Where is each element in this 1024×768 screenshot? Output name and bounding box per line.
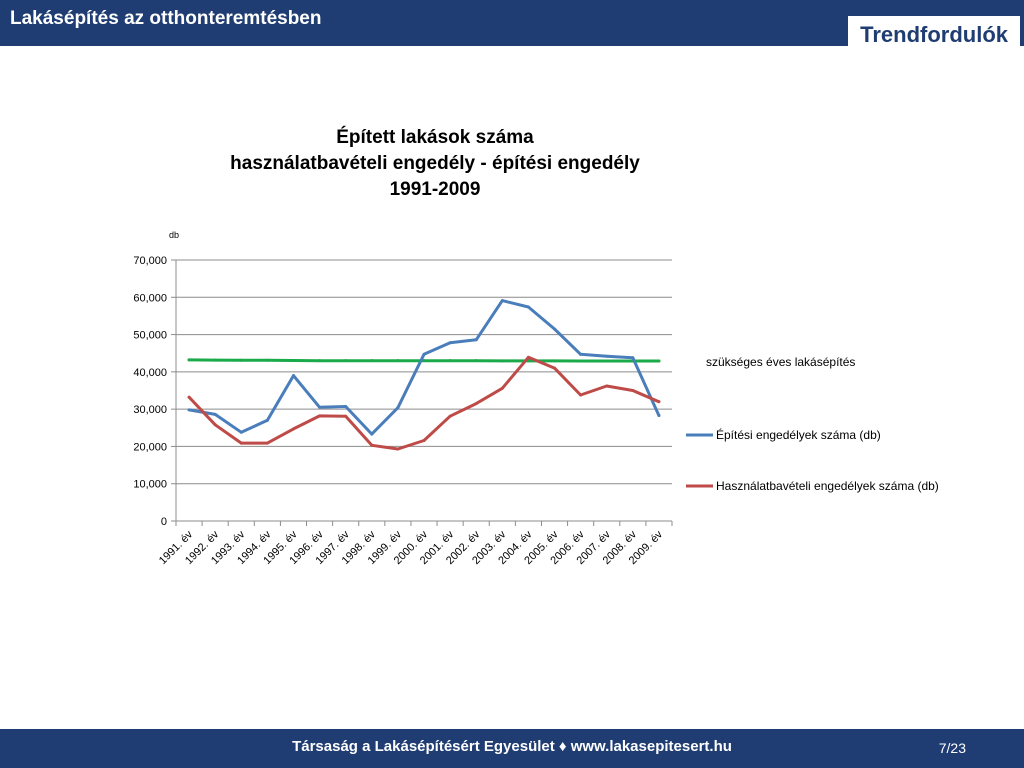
- y-tick-label: 40,000: [133, 367, 167, 379]
- chart-title: Épített lakások száma használatbavételi …: [160, 125, 710, 203]
- data-point: [344, 414, 348, 418]
- data-point: [579, 359, 583, 363]
- data-point: [370, 432, 374, 436]
- data-point: [318, 359, 322, 363]
- section-title: Trendfordulók: [848, 16, 1020, 50]
- data-point: [474, 338, 478, 342]
- data-point: [265, 358, 269, 362]
- data-point: [422, 359, 426, 363]
- y-tick-label: 20,000: [133, 441, 167, 453]
- footer-bar: Társaság a Lakásépítésért Egyesület ♦ ww…: [0, 729, 1024, 768]
- data-point: [448, 359, 452, 363]
- data-point: [344, 359, 348, 363]
- data-point: [605, 359, 609, 363]
- data-point: [370, 443, 374, 447]
- data-point: [657, 359, 661, 363]
- data-point: [448, 414, 452, 418]
- data-point: [500, 299, 504, 303]
- y-tick-label: 70,000: [133, 255, 167, 267]
- data-point: [213, 358, 217, 362]
- series-line-2: [187, 355, 661, 451]
- data-point: [474, 359, 478, 363]
- data-point: [448, 341, 452, 345]
- legend-entry: szükséges éves lakásépítés: [706, 355, 855, 369]
- data-point: [526, 305, 530, 309]
- data-point: [396, 359, 400, 363]
- data-point: [239, 430, 243, 434]
- data-point: [318, 414, 322, 418]
- data-point: [605, 354, 609, 358]
- presentation-title: Lakásépítés az otthonteremtésben: [10, 8, 322, 29]
- data-point: [291, 374, 295, 378]
- data-point: [396, 447, 400, 451]
- series-line-1: [187, 299, 661, 436]
- data-point: [579, 352, 583, 356]
- data-point: [579, 393, 583, 397]
- data-point: [265, 418, 269, 422]
- data-point: [500, 386, 504, 390]
- data-point: [187, 395, 191, 399]
- data-point: [605, 384, 609, 388]
- data-point: [239, 358, 243, 362]
- data-point: [553, 327, 557, 331]
- data-point: [187, 408, 191, 412]
- y-tick-label: 0: [161, 516, 167, 528]
- y-axis-label: db: [169, 230, 179, 240]
- y-tick-label: 10,000: [133, 479, 167, 491]
- data-point: [422, 352, 426, 356]
- page-number: 7/23: [938, 740, 966, 756]
- data-point: [422, 438, 426, 442]
- y-tick-label: 50,000: [133, 330, 167, 342]
- data-point: [291, 358, 295, 362]
- chart-title-line-2: használatbavételi engedély - építési eng…: [230, 153, 640, 174]
- data-point: [291, 427, 295, 431]
- legend-entry: Építési engedélyek száma (db): [716, 427, 881, 442]
- data-point: [213, 412, 217, 416]
- data-point: [553, 366, 557, 370]
- data-point: [318, 405, 322, 409]
- data-point: [553, 359, 557, 363]
- data-point: [239, 441, 243, 445]
- data-point: [370, 359, 374, 363]
- data-point: [265, 441, 269, 445]
- data-point: [631, 389, 635, 392]
- data-point: [500, 359, 504, 363]
- legend-entry: Használatbavételi engedélyek száma (db): [716, 479, 939, 493]
- data-point: [526, 355, 530, 359]
- y-tick-label: 60,000: [133, 292, 167, 304]
- data-point: [187, 358, 191, 362]
- data-point: [657, 400, 661, 404]
- data-point: [474, 402, 478, 406]
- data-point: [344, 405, 348, 409]
- footer-text: Társaság a Lakásépítésért Egyesület ♦ ww…: [292, 738, 732, 755]
- data-point: [631, 356, 635, 360]
- data-point: [213, 423, 217, 427]
- chart-title-line-3: 1991-2009: [389, 179, 481, 200]
- chart-title-line-1: Épített lakások száma: [336, 127, 534, 148]
- line-chart: 0 10,000 20,000 30,000 40,000 50,000 60,000 70,…: [133, 230, 939, 567]
- y-tick-label: 30,000: [133, 404, 167, 416]
- data-point: [396, 406, 400, 410]
- data-point: [657, 413, 661, 417]
